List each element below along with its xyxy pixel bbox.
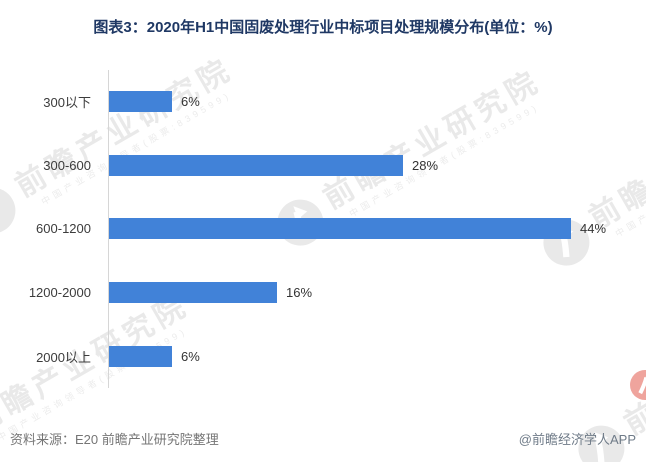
category-label: 300-600	[43, 157, 91, 173]
bar	[109, 345, 172, 367]
value-label: 28%	[412, 157, 439, 173]
category-label: 1200-2000	[28, 285, 91, 301]
chart-title: 图表3：2020年H1中国固废处理行业中标项目处理规模分布(单位：%)	[93, 19, 553, 36]
source-note: 资料来源：E20 前瞻产业研究院整理	[10, 432, 219, 447]
footer: 资料来源：E20 前瞻产业研究院整理 @前瞻经济学人APP	[10, 429, 636, 448]
bar-row: 300-600 28%	[0, 134, 646, 198]
value-label: 6%	[181, 348, 200, 364]
bar-row: 600-1200 44%	[0, 197, 646, 261]
category-label: 2000以上	[36, 349, 91, 365]
category-label: 300以下	[43, 95, 91, 111]
bar	[109, 218, 571, 240]
plot-area: 300以下 6% 300-600 28% 600-1200 44% 1200-2…	[0, 70, 646, 388]
bar	[109, 91, 172, 113]
plot-rows: 300以下 6% 300-600 28% 600-1200 44% 1200-2…	[0, 70, 646, 388]
value-label: 44%	[580, 221, 607, 237]
bar-row: 2000以上 6%	[0, 324, 646, 388]
category-axis-line	[108, 70, 109, 388]
value-label: 16%	[286, 285, 313, 301]
bar	[109, 154, 403, 176]
bar-row: 300以下 6%	[0, 70, 646, 134]
bar-row: 1200-2000 16%	[0, 261, 646, 325]
category-label: 600-1200	[36, 221, 91, 237]
value-label: 6%	[181, 94, 200, 110]
credit-note: @前瞻经济学人APP	[518, 432, 636, 447]
bar	[109, 282, 277, 304]
